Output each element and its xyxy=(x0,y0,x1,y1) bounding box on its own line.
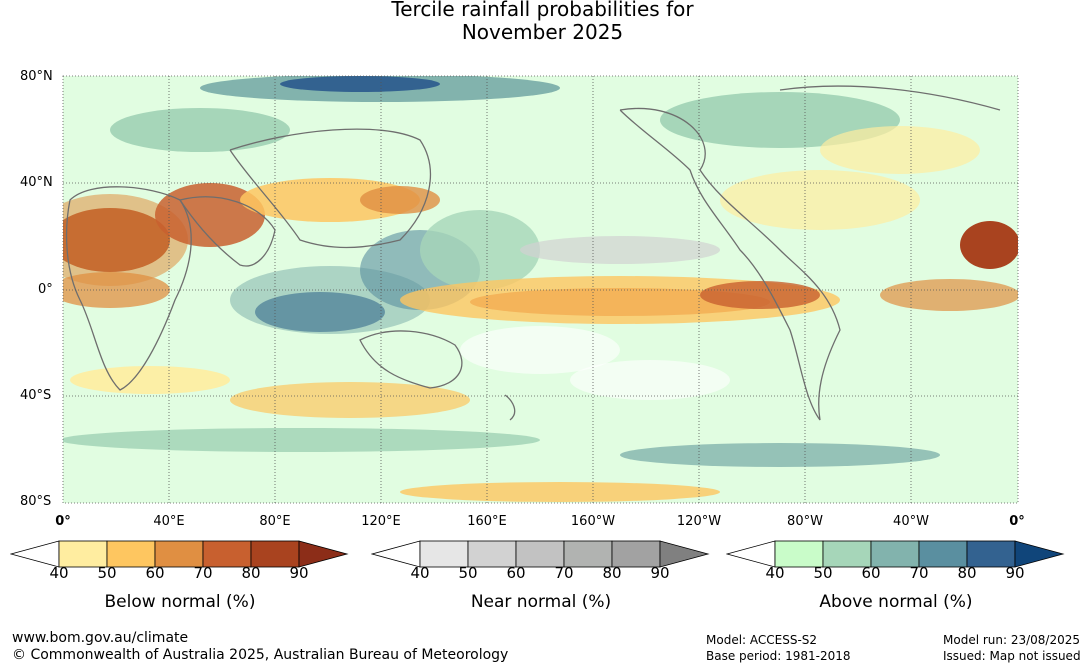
colorbar-tick: 60 xyxy=(861,564,881,582)
colorbar-swatch xyxy=(870,540,920,568)
colorbar-tick: 60 xyxy=(145,564,165,582)
colorbar-tick: 90 xyxy=(1005,564,1025,582)
lon-label-160w: 160°W xyxy=(570,514,616,529)
map-title: Tercile rainfall probabilities for Novem… xyxy=(0,0,1085,44)
colorbar-below-label: Below normal (%) xyxy=(104,592,256,612)
lat-label-0: 0° xyxy=(38,282,53,297)
footer-model-info: Model: ACCESS-S2 Base period: 1981-2018 xyxy=(706,632,851,664)
colorbar-below-normal: 40 50 60 70 80 90 Below normal (%) xyxy=(10,540,350,620)
colorbar-arrow-high xyxy=(1014,540,1065,568)
colorbar-above-label: Above normal (%) xyxy=(819,592,973,612)
footer-base-period: Base period: 1981-2018 xyxy=(706,649,851,663)
colorbar-swatch xyxy=(419,540,469,568)
lon-label-40w: 40°W xyxy=(893,514,929,529)
title-line-1: Tercile rainfall probabilities for xyxy=(391,0,694,21)
colorbar-swatch xyxy=(822,540,872,568)
colorbar-swatch xyxy=(58,540,108,568)
colorbar-swatch xyxy=(154,540,204,568)
colorbar-below-swatches xyxy=(10,540,349,568)
colorbar-swatch xyxy=(106,540,156,568)
lon-label-80e: 80°E xyxy=(259,514,291,529)
colorbar-tick: 80 xyxy=(241,564,261,582)
footer-model-run: Model run: 23/08/2025 xyxy=(943,633,1081,647)
colorbar-above-normal: 40 50 60 70 80 90 Above normal (%) xyxy=(726,540,1066,620)
footer-credits: www.bom.gov.au/climate © Commonwealth of… xyxy=(12,630,508,664)
colorbar-tick: 50 xyxy=(813,564,833,582)
colorbar-swatch xyxy=(202,540,252,568)
probability-map xyxy=(62,75,1019,504)
coastlines xyxy=(65,85,1001,421)
colorbar-above-ticks: 40 50 60 70 80 90 xyxy=(726,564,1066,584)
colorbar-swatch xyxy=(250,540,300,568)
colorbar-swatch xyxy=(774,540,824,568)
map-frame xyxy=(62,75,1019,504)
colorbar-tick: 50 xyxy=(458,564,478,582)
lon-label-0-right: 0° xyxy=(1009,514,1025,529)
colorbar-swatch xyxy=(563,540,613,568)
colorbar-tick: 90 xyxy=(650,564,670,582)
colorbar-tick: 70 xyxy=(909,564,929,582)
colorbar-arrow-high xyxy=(298,540,349,568)
colorbar-near-label: Near normal (%) xyxy=(470,592,612,612)
colorbar-tick: 50 xyxy=(97,564,117,582)
colorbar-tick: 40 xyxy=(49,564,69,582)
colorbar-below-ticks: 40 50 60 70 80 90 xyxy=(10,564,350,584)
title-line-2: November 2025 xyxy=(461,20,624,44)
colorbar-tick: 80 xyxy=(602,564,622,582)
footer-url[interactable]: www.bom.gov.au/climate xyxy=(12,630,189,646)
footer-issued: Issued: Map not issued xyxy=(943,649,1081,663)
colorbar-near-swatches xyxy=(371,540,710,568)
colorbar-swatch xyxy=(966,540,1016,568)
colorbar-tick: 90 xyxy=(289,564,309,582)
lat-label-40n: 40°N xyxy=(20,175,53,190)
gridlines xyxy=(63,76,1018,503)
footer-run-info: Model run: 23/08/2025 Issued: Map not is… xyxy=(943,632,1081,664)
colorbar-tick: 40 xyxy=(765,564,785,582)
colorbar-tick: 70 xyxy=(554,564,574,582)
colorbar-tick: 40 xyxy=(410,564,430,582)
lat-label-80s: 80°S xyxy=(20,494,52,509)
lon-label-120w: 120°W xyxy=(676,514,722,529)
map-field xyxy=(63,76,1018,503)
lat-label-40s: 40°S xyxy=(20,388,52,403)
colorbar-near-ticks: 40 50 60 70 80 90 xyxy=(371,564,711,584)
lon-label-40e: 40°E xyxy=(153,514,185,529)
colorbar-arrow-high xyxy=(659,540,710,568)
lon-label-120e: 120°E xyxy=(361,514,401,529)
lon-label-0-left: 0° xyxy=(55,514,71,529)
colorbar-near-normal: 40 50 60 70 80 90 Near normal (%) xyxy=(371,540,711,620)
colorbar-swatch xyxy=(467,540,517,568)
colorbar-tick: 60 xyxy=(506,564,526,582)
lon-label-80w: 80°W xyxy=(787,514,823,529)
colorbar-tick: 70 xyxy=(193,564,213,582)
footer-copyright: © Commonwealth of Australia 2025, Austra… xyxy=(12,647,509,663)
colorbar-above-swatches xyxy=(726,540,1065,568)
colorbar-tick: 80 xyxy=(957,564,977,582)
lat-label-80n: 80°N xyxy=(20,69,53,84)
lon-label-160e: 160°E xyxy=(467,514,507,529)
footer-model: Model: ACCESS-S2 xyxy=(706,633,818,647)
